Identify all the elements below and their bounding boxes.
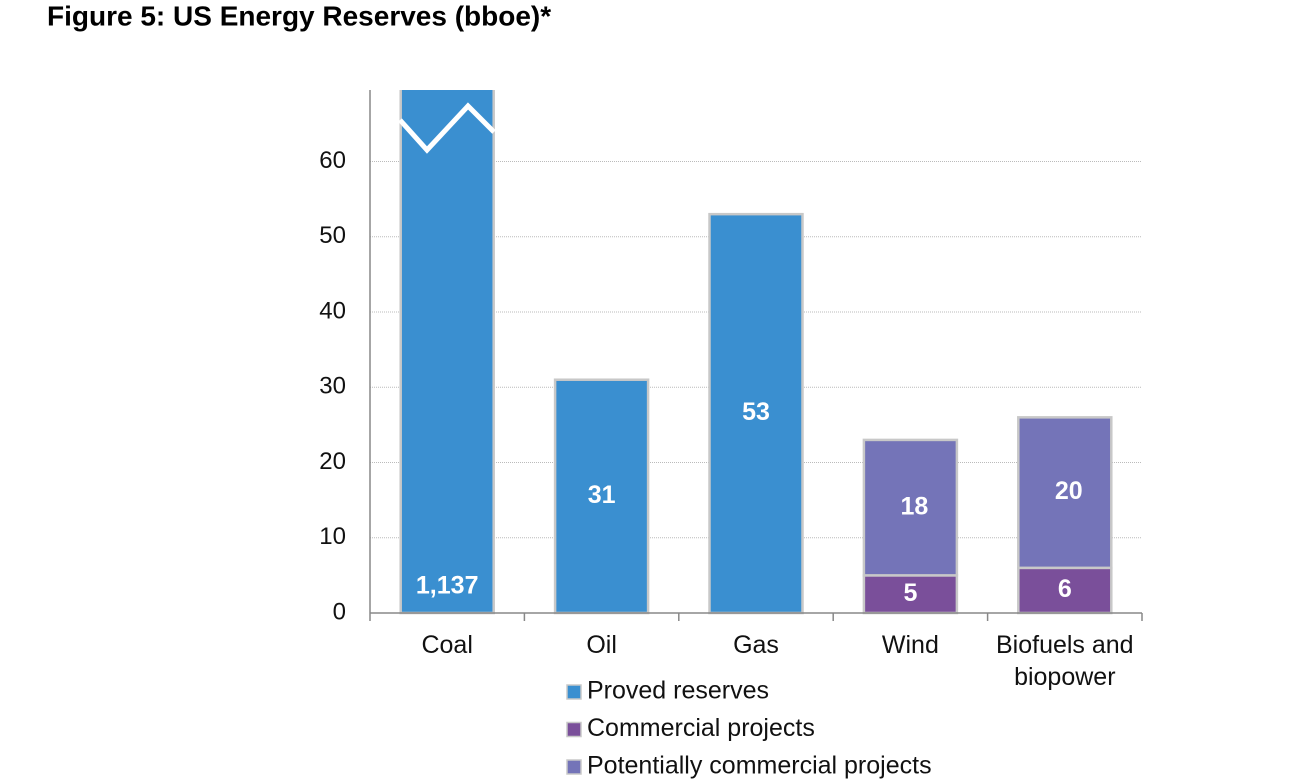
- data-label: 1,137: [416, 572, 479, 600]
- legend: Proved reserves Commercial projects Potent…: [566, 677, 932, 779]
- x-tick-label: Coal: [421, 631, 473, 659]
- data-label: 6: [1058, 575, 1072, 603]
- data-label: 18: [900, 492, 928, 520]
- legend-label: Commercial projects: [587, 714, 815, 742]
- bar-segment: [553, 378, 650, 615]
- bar-segment: [1017, 416, 1113, 570]
- bar-segment: [1017, 566, 1113, 615]
- legend-label: Potentially commercial projects: [587, 752, 932, 779]
- axes: 0 10 20 30 40 50 60: [319, 90, 1143, 625]
- x-tick-label: Oil: [586, 631, 617, 659]
- x-tick-label: Wind: [881, 631, 939, 659]
- data-label: 20: [1055, 477, 1083, 505]
- data-label: 53: [742, 398, 770, 426]
- y-tick-label: 50: [319, 222, 346, 249]
- y-tick-label: 10: [319, 523, 346, 550]
- y-tick-label: 60: [319, 147, 346, 174]
- legend-swatch: [566, 759, 582, 775]
- y-tick-label: 20: [319, 448, 346, 475]
- x-tick-label: Biofuels and biopower: [995, 631, 1134, 691]
- value-labels: 1,137 31 53 5 18 6 20: [416, 398, 1083, 607]
- data-label: 5: [903, 579, 917, 607]
- y-tick-label: 30: [319, 373, 346, 400]
- y-tick-label: 40: [319, 297, 346, 324]
- legend-swatch: [566, 721, 582, 738]
- legend-swatch: [566, 684, 582, 700]
- bar-segment: [708, 212, 804, 615]
- bar-segment: [862, 438, 959, 577]
- bars: [399, 90, 1113, 615]
- data-label: 31: [588, 481, 616, 509]
- bar-segment: [399, 90, 495, 615]
- y-tick-label: 0: [333, 598, 346, 625]
- legend-label: Proved reserves: [587, 677, 769, 705]
- axis-break: [398, 102, 496, 154]
- x-tick-label: Gas: [733, 631, 779, 659]
- chart-title: Figure 5: US Energy Reserves (bboe)*: [47, 0, 551, 31]
